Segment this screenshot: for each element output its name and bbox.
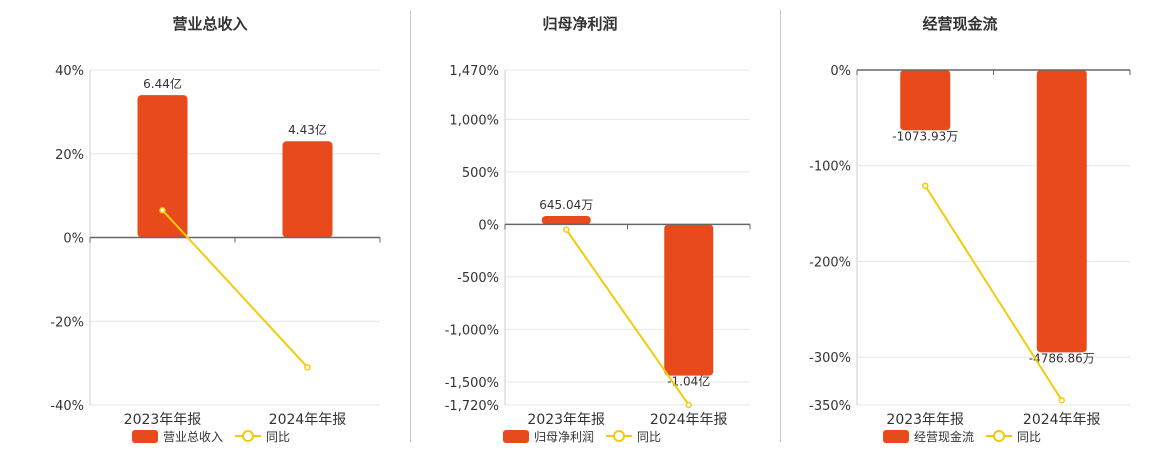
y-tick-label: 0% <box>478 218 499 233</box>
yoy-line <box>924 185 1063 401</box>
bar-data-label: -1.04亿 <box>667 374 710 389</box>
legend-bar-swatch <box>132 430 158 443</box>
legend-line-marker <box>993 430 1005 442</box>
y-tick-label: 20% <box>55 148 84 163</box>
yoy-line <box>565 229 690 406</box>
legend-line-label: 同比 <box>1017 430 1041 444</box>
legend-bar-swatch <box>883 430 909 443</box>
x-tick-label: 2024年年报 <box>269 412 347 428</box>
y-tick-label: -500% <box>457 271 499 286</box>
legend-line-marker <box>242 430 254 442</box>
y-tick-label: -1,500% <box>445 376 499 391</box>
x-tick-label: 2023年年报 <box>124 412 202 428</box>
bar-data-label: 6.44亿 <box>143 76 182 91</box>
y-tick-label: -300% <box>809 351 851 366</box>
legend-bar-swatch <box>503 430 529 443</box>
y-tick-label: -200% <box>809 255 851 270</box>
yoy-point <box>685 401 692 409</box>
bar-data-label: -4786.86万 <box>1029 351 1095 365</box>
y-tick-label: 1,000% <box>449 113 499 128</box>
chart-title: 营业总收入 <box>172 15 247 33</box>
bar <box>282 141 333 238</box>
y-tick-label: -100% <box>809 160 851 175</box>
y-tick-label: -20% <box>50 315 84 330</box>
chart-title: 经营现金流 <box>922 15 997 33</box>
panel-divider <box>780 10 781 442</box>
yoy-point <box>563 226 570 233</box>
y-tick-label: -350% <box>809 399 851 414</box>
legend-line-label: 同比 <box>266 430 290 444</box>
y-tick-label: 0% <box>63 232 84 247</box>
legend-bar-label: 营业总收入 <box>163 430 223 444</box>
bar <box>900 70 951 131</box>
yoy-line <box>161 209 309 368</box>
y-tick-label: 0% <box>830 64 851 79</box>
bar <box>137 95 188 238</box>
bar <box>1036 70 1087 353</box>
legend-bar-label: 归母净利润 <box>534 430 594 444</box>
legend-line-marker <box>613 430 625 442</box>
y-tick-label: 500% <box>462 166 499 181</box>
y-tick-label: -1,000% <box>445 323 499 338</box>
x-tick-label: 2024年年报 <box>650 412 728 428</box>
bar <box>664 224 714 376</box>
chart-title: 归母净利润 <box>542 15 617 33</box>
legend-line-label: 同比 <box>637 430 661 444</box>
x-tick-label: 2023年年报 <box>886 412 964 428</box>
bar <box>541 215 591 225</box>
bar-data-label: 4.43亿 <box>288 122 327 137</box>
yoy-point <box>1058 396 1065 404</box>
y-tick-label: 1,470% <box>449 64 499 79</box>
yoy-point <box>922 182 929 190</box>
legend-bar-label: 经营现金流 <box>914 429 974 444</box>
yoy-point <box>304 364 311 371</box>
y-tick-label: 40% <box>55 64 84 79</box>
yoy-point <box>159 207 166 214</box>
y-tick-label: -1,720% <box>445 399 499 414</box>
panel-divider <box>410 10 411 442</box>
y-tick-label: -40% <box>50 399 84 414</box>
x-tick-label: 2023年年报 <box>527 412 605 428</box>
bar-data-label: -1073.93万 <box>892 129 958 143</box>
bar-data-label: 645.04万 <box>539 198 593 212</box>
x-tick-label: 2024年年报 <box>1023 412 1101 428</box>
